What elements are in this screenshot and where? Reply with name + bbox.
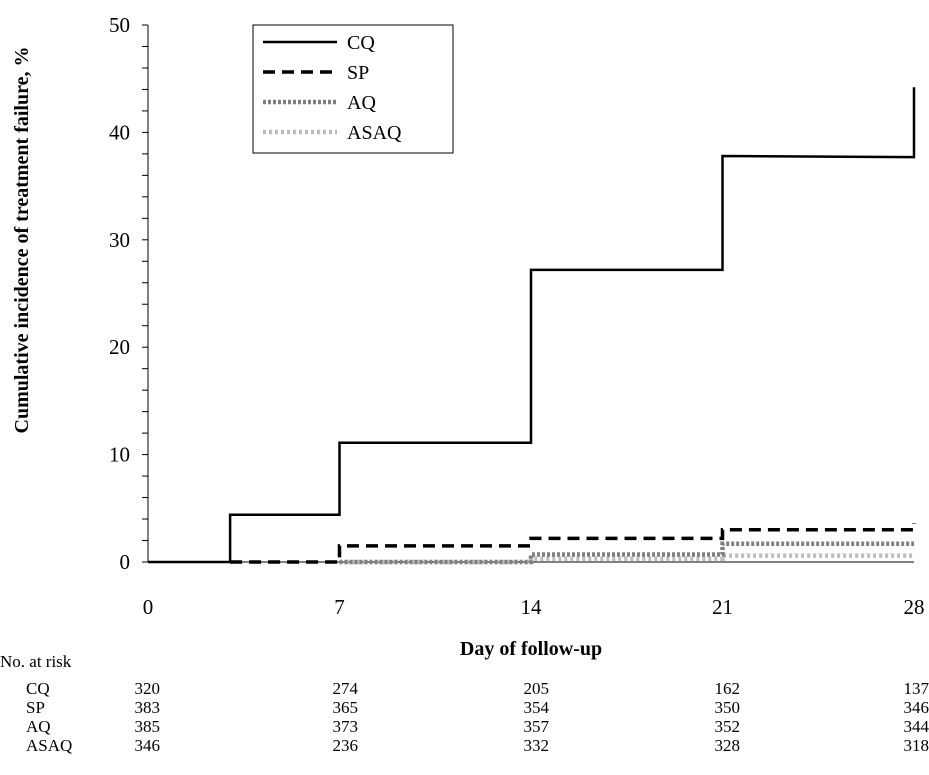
x-tick-label: 21 — [712, 595, 733, 619]
series-line-cq — [148, 87, 916, 564]
legend-box — [252, 24, 454, 154]
axes: 0 10 20 30 40 50 0 7 14 21 28 — [109, 13, 925, 619]
y-tick-label: 10 — [109, 443, 130, 467]
legend-label-asaq: ASAQ — [347, 122, 402, 144]
series-line-sp — [230, 523, 916, 564]
legend-label-aq: AQ — [347, 92, 376, 114]
y-tick-label: 0 — [120, 550, 131, 574]
x-tick-label: 28 — [904, 595, 925, 619]
legend-label-cq: CQ — [347, 32, 375, 54]
x-tick-label: 14 — [521, 595, 543, 619]
legend-label-sp: SP — [347, 62, 369, 84]
y-tick-label: 30 — [109, 228, 130, 252]
legend: CQ SP AQ ASAQ — [252, 24, 454, 154]
y-axis-title: Cumulative incidence of treatment failur… — [11, 47, 33, 434]
y-tick-label: 50 — [109, 13, 130, 37]
y-tick-label: 40 — [109, 120, 130, 144]
series-layer — [148, 87, 916, 565]
y-tick-label: 20 — [109, 335, 130, 359]
x-axis-title: Day of follow-up — [460, 638, 602, 660]
x-tick-label: 7 — [334, 595, 345, 619]
x-tick-label: 0 — [143, 595, 154, 619]
series-line-asaq — [339, 553, 914, 565]
